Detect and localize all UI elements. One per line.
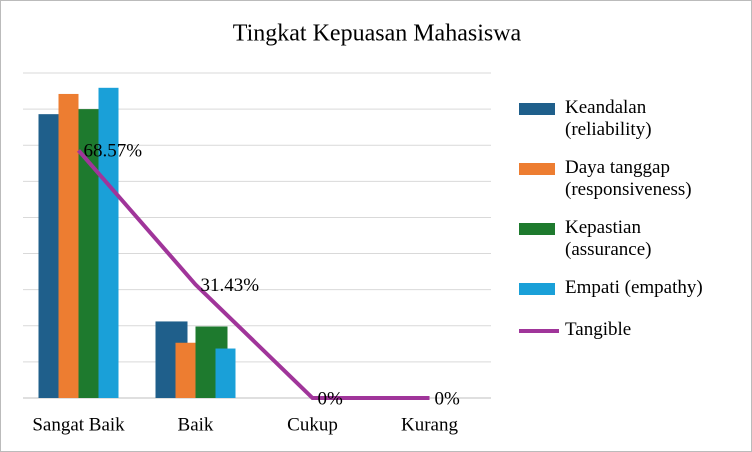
legend-swatch	[519, 223, 555, 235]
data-label: 0%	[318, 388, 344, 409]
legend-item: Kepastian (assurance)	[519, 217, 731, 261]
legend-label: Kepastian (assurance)	[565, 217, 652, 260]
legend-swatch	[519, 103, 555, 115]
x-tick-label: Kurang	[401, 414, 458, 435]
legend-label: Daya tanggap (responsiveness)	[565, 157, 692, 200]
data-label: 68.57%	[84, 141, 143, 162]
bar	[175, 342, 196, 398]
legend-label: Empati (empathy)	[565, 277, 703, 298]
x-tick-label: Cukup	[287, 414, 338, 435]
legend-item: Daya tanggap (responsiveness)	[519, 157, 731, 201]
legend-label: Keandalan (reliability)	[565, 97, 652, 140]
x-tick-label: Baik	[178, 414, 214, 435]
chart-title: Tingkat Kepuasan Mahasiswa	[233, 21, 522, 47]
bar	[58, 93, 79, 398]
data-label: 31.43%	[201, 275, 260, 296]
legend-item: Tangible	[519, 319, 731, 341]
legend-swatch	[519, 283, 555, 295]
data-label: 0%	[435, 388, 461, 409]
legend-swatch	[519, 329, 559, 333]
legend-item: Empati (empathy)	[519, 277, 731, 299]
bar	[215, 348, 236, 398]
bar	[98, 87, 119, 399]
legend: Keandalan (reliability) Daya tanggap (res…	[519, 97, 731, 357]
line	[76, 149, 430, 400]
legend-label: Tangible	[565, 319, 632, 340]
legend-item: Keandalan (reliability)	[519, 97, 731, 141]
x-tick-label: Sangat Baik	[32, 414, 125, 435]
legend-swatch	[519, 163, 555, 175]
